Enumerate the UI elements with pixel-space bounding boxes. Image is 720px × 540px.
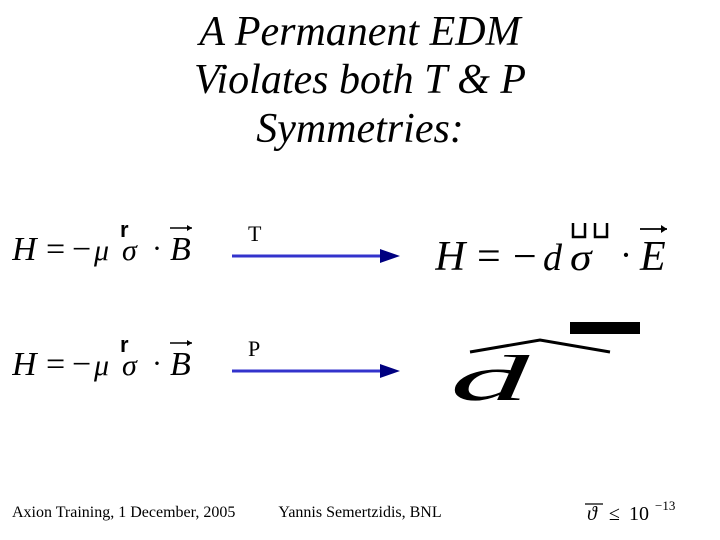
svg-text:d: d bbox=[543, 237, 563, 279]
svg-text:μ: μ bbox=[93, 349, 109, 382]
equation-left-p: H = − μ σ r · B bbox=[12, 330, 212, 400]
arrow-label-p: P bbox=[248, 336, 405, 362]
svg-text:−: − bbox=[72, 231, 91, 268]
arrow-p: P bbox=[230, 336, 405, 380]
arrow-icon bbox=[230, 247, 400, 265]
row-p: H = − μ σ r · B P bbox=[0, 330, 720, 410]
svg-text:−13: −13 bbox=[655, 498, 675, 513]
svg-text:H: H bbox=[12, 231, 39, 268]
arrow-t: T bbox=[230, 221, 405, 265]
svg-text:B: B bbox=[170, 231, 191, 268]
footer-right-eq: ϑ ≤ 10 −13 bbox=[585, 498, 705, 528]
svg-text:E: E bbox=[639, 234, 666, 280]
row-t: H = − μ σ r · B T bbox=[0, 215, 720, 295]
slide-title: A Permanent EDM Violates both T & P Symm… bbox=[0, 8, 720, 153]
svg-text:B: B bbox=[170, 346, 191, 383]
svg-text:H: H bbox=[12, 346, 39, 383]
svg-text:d: d bbox=[450, 343, 530, 415]
title-line-1: A Permanent EDM bbox=[199, 9, 520, 55]
svg-text:=: = bbox=[477, 234, 501, 280]
arrow-label-t: T bbox=[248, 221, 405, 247]
equation-left-t: H = − μ σ r · B bbox=[12, 215, 212, 285]
title-line-2: Violates both T & P bbox=[194, 57, 526, 103]
title-line-3: Symmetries: bbox=[256, 106, 464, 152]
svg-text:r: r bbox=[120, 332, 129, 357]
svg-text:=: = bbox=[46, 231, 65, 268]
svg-text:·: · bbox=[152, 347, 162, 380]
arrow-icon bbox=[230, 362, 400, 380]
svg-text:H: H bbox=[435, 234, 468, 280]
svg-text:σ: σ bbox=[570, 237, 593, 279]
svg-text:−: − bbox=[72, 346, 91, 383]
slide: A Permanent EDM Violates both T & P Symm… bbox=[0, 0, 720, 540]
svg-text:ϑ: ϑ bbox=[587, 503, 598, 525]
svg-text:·: · bbox=[152, 232, 162, 265]
svg-text:≤: ≤ bbox=[609, 503, 620, 525]
svg-text:10: 10 bbox=[629, 503, 649, 525]
equation-right-p: d bbox=[450, 310, 670, 420]
svg-text:μ: μ bbox=[93, 234, 109, 267]
svg-text:r: r bbox=[120, 217, 129, 242]
equation-right-t: H = − d σ · E bbox=[435, 215, 695, 295]
svg-text:−: − bbox=[513, 234, 537, 280]
svg-text:·: · bbox=[620, 235, 632, 275]
svg-text:=: = bbox=[46, 346, 65, 383]
